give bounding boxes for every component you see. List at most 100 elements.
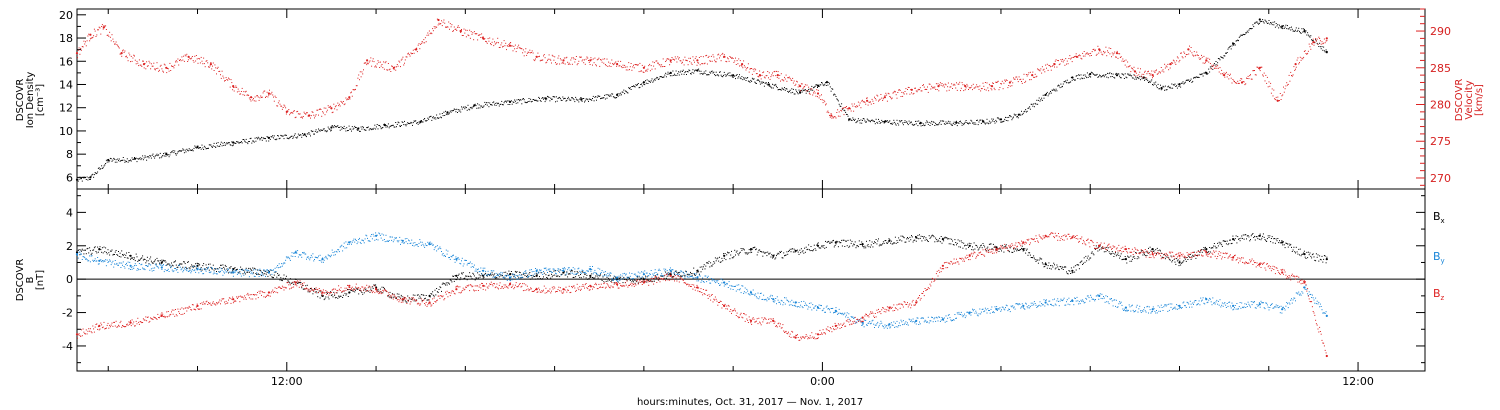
velocity-series-dot xyxy=(753,70,755,72)
bx-series-dot xyxy=(437,291,439,293)
bx-series-dot xyxy=(152,263,154,264)
velocity-series-dot xyxy=(1177,57,1179,59)
ion-density-series-dot xyxy=(1196,76,1198,78)
ion-density-series-dot xyxy=(770,86,772,88)
ion-density-series-dot xyxy=(1252,24,1254,26)
velocity-series-dot xyxy=(1006,80,1008,81)
ion-density-series-dot xyxy=(151,154,153,156)
bx-series-dot xyxy=(944,236,946,238)
ion-density-series-dot xyxy=(549,100,551,102)
ion-density-series-dot xyxy=(1279,24,1280,26)
ion-density-series-dot xyxy=(347,130,349,131)
bx-series-dot xyxy=(447,282,449,284)
bx-series-dot xyxy=(267,275,269,277)
bx-series-dot xyxy=(506,273,508,275)
ion-density-series-dot xyxy=(729,72,731,74)
velocity-series-dot xyxy=(373,61,375,63)
ion-density-series-dot xyxy=(559,96,561,98)
bx-series-dot xyxy=(736,250,738,252)
ion-density-series-dot xyxy=(1266,21,1268,23)
ion-density-series-dot xyxy=(1099,75,1101,77)
velocity-series-dot xyxy=(694,61,695,63)
bx-series-dot xyxy=(344,292,346,294)
bx-series-dot xyxy=(650,280,652,282)
velocity-series-dot xyxy=(432,30,434,32)
velocity-series-dot xyxy=(786,80,788,82)
ion-density-series-dot xyxy=(535,99,537,101)
ion-density-series-dot xyxy=(1132,77,1134,79)
bx-series-dot xyxy=(1287,243,1288,245)
ion-density-series-dot xyxy=(166,152,168,154)
velocity-series-dot xyxy=(289,114,291,116)
bx-series-dot xyxy=(596,275,598,277)
bx-series-dot xyxy=(964,245,965,247)
velocity-series-dot xyxy=(702,56,704,58)
ion-density-series-dot xyxy=(425,120,427,122)
ion-density-series-dot xyxy=(1094,74,1096,76)
velocity-series-dot xyxy=(982,82,984,84)
velocity-series-dot xyxy=(234,87,236,88)
bx-series-dot xyxy=(1309,252,1311,254)
velocity-series-dot xyxy=(242,94,244,96)
velocity-series-dot xyxy=(950,86,952,88)
ion-density-series-dot xyxy=(662,76,664,78)
ion-density-series-dot xyxy=(1156,87,1158,89)
bx-series-dot xyxy=(1176,258,1178,260)
bx-series-dot xyxy=(882,243,884,245)
ion-density-series-dot xyxy=(854,118,856,120)
ion-density-series-dot xyxy=(778,89,780,90)
velocity-series-dot xyxy=(804,86,806,87)
ion-density-series-dot xyxy=(1172,87,1174,89)
ion-density-series-dot xyxy=(145,156,147,158)
bx-series-dot xyxy=(526,274,528,276)
velocity-series-dot xyxy=(285,107,287,109)
velocity-series-dot xyxy=(801,83,803,85)
ion-density-series-dot xyxy=(273,137,274,139)
ion-density-series-dot xyxy=(1182,81,1184,83)
ion-density-series-dot xyxy=(435,118,437,120)
ion-density-series-dot xyxy=(440,116,442,118)
velocity-series-dot xyxy=(1184,52,1186,54)
bx-series-dot xyxy=(820,247,822,249)
ion-density-series-dot xyxy=(419,122,421,124)
ion-density-series-dot xyxy=(1062,83,1064,85)
velocity-series-dot xyxy=(397,65,399,67)
ion-density-series-dot xyxy=(1010,116,1012,118)
bx-series-dot xyxy=(1215,247,1217,249)
velocity-series-dot xyxy=(1288,74,1290,76)
ion-density-series-dot xyxy=(1323,46,1325,48)
bx-series-dot xyxy=(214,268,216,269)
bx-series-dot xyxy=(621,278,623,280)
velocity-series-dot xyxy=(731,57,732,59)
ion-density-series-dot xyxy=(351,126,353,128)
bx-series-dot xyxy=(681,276,683,278)
velocity-series-dot xyxy=(1279,100,1280,102)
bx-series-dot xyxy=(159,262,160,264)
bx-series-dot xyxy=(922,236,924,237)
velocity-series-dot xyxy=(402,56,404,58)
ion-density-series-dot xyxy=(639,86,641,88)
bx-series-dot xyxy=(205,264,207,266)
velocity-series-dot xyxy=(269,89,270,91)
bx-series-dot xyxy=(1262,233,1264,235)
bx-series-dot xyxy=(1144,253,1145,255)
velocity-series-dot xyxy=(590,57,592,59)
bx-series-dot xyxy=(658,277,660,279)
ion-density-series-dot xyxy=(538,96,540,98)
velocity-series-dot xyxy=(749,68,751,70)
ion-density-series-dot xyxy=(981,119,983,121)
velocity-series-dot xyxy=(412,49,414,51)
bx-series-dot xyxy=(542,278,544,280)
bx-series-dot xyxy=(1179,260,1181,262)
ion-density-series-dot xyxy=(179,150,181,152)
velocity-series-dot xyxy=(1229,75,1231,76)
ion-density-series-dot xyxy=(114,158,115,160)
velocity-series-dot xyxy=(727,57,728,59)
bx-series-dot xyxy=(669,273,671,275)
bx-series-dot xyxy=(333,291,335,293)
ion-density-series-dot xyxy=(1082,74,1084,76)
bx-series-dot xyxy=(1175,263,1177,265)
bx-series-dot xyxy=(1058,269,1060,271)
bx-series-dot xyxy=(1255,236,1257,238)
